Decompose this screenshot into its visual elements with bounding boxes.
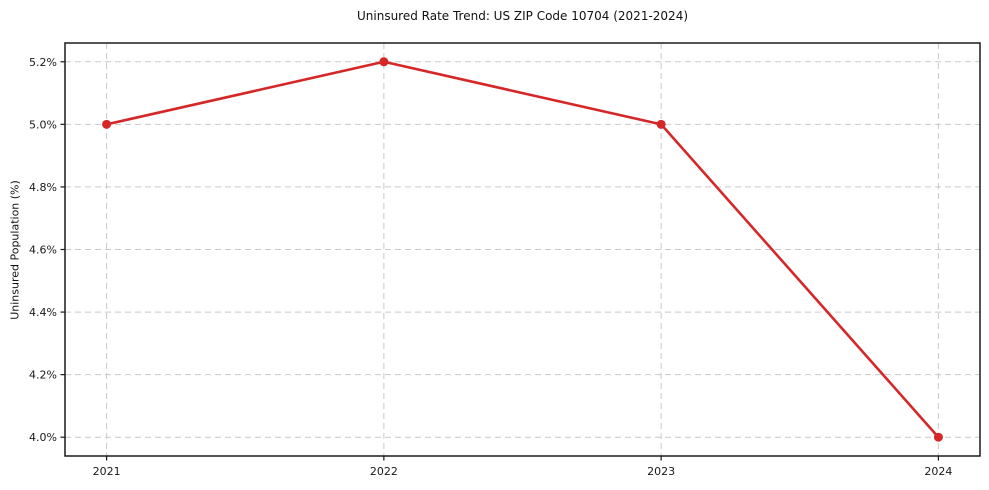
- y-tick-label: 4.4%: [29, 306, 57, 319]
- y-tick-label: 4.0%: [29, 431, 57, 444]
- data-point-marker: [656, 119, 666, 129]
- x-tick-label: 2021: [93, 465, 121, 478]
- data-point-marker: [102, 119, 112, 129]
- x-tick-label: 2023: [647, 465, 675, 478]
- y-tick-label: 5.0%: [29, 118, 57, 131]
- chart-title: Uninsured Rate Trend: US ZIP Code 10704 …: [356, 9, 689, 23]
- y-tick-label: 4.6%: [29, 244, 57, 257]
- x-tick-label: 2024: [924, 465, 952, 478]
- data-point-marker: [933, 432, 943, 442]
- trend-line: [105, 60, 940, 439]
- y-tick-label: 4.2%: [29, 369, 57, 382]
- plot-border: [64, 42, 981, 457]
- y-tick-label: 4.8%: [29, 181, 57, 194]
- y-tick-label: 5.2%: [29, 56, 57, 69]
- data-point-marker: [379, 57, 389, 67]
- x-tick-label: 2022: [370, 465, 398, 478]
